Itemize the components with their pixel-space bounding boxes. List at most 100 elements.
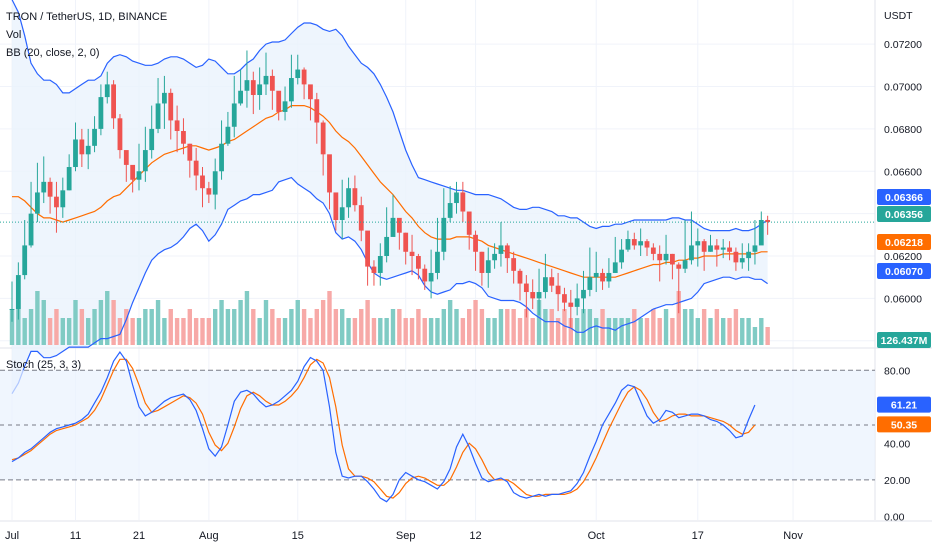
candle-body[interactable] xyxy=(308,84,313,100)
candle-body[interactable] xyxy=(746,251,751,259)
candle-body[interactable] xyxy=(492,253,497,261)
candle-body[interactable] xyxy=(638,241,644,246)
candle-body[interactable] xyxy=(155,103,161,129)
candle-body[interactable] xyxy=(682,260,688,269)
candle-body[interactable] xyxy=(28,213,34,246)
candle-body[interactable] xyxy=(650,247,656,254)
candle-body[interactable] xyxy=(66,167,72,191)
candle-body[interactable] xyxy=(85,145,91,155)
candle-body[interactable] xyxy=(752,245,758,252)
candle-body[interactable] xyxy=(174,120,180,132)
candle-body[interactable] xyxy=(587,277,593,290)
candle-body[interactable] xyxy=(263,75,269,85)
candle-body[interactable] xyxy=(104,84,110,98)
candle-body[interactable] xyxy=(206,188,212,195)
candle-body[interactable] xyxy=(250,80,256,95)
candle-body[interactable] xyxy=(422,268,428,282)
candle-body[interactable] xyxy=(117,118,123,151)
candle-body[interactable] xyxy=(555,285,561,295)
candle-body[interactable] xyxy=(689,245,694,261)
candle-body[interactable] xyxy=(670,253,675,265)
candle-body[interactable] xyxy=(123,150,129,165)
candle-body[interactable] xyxy=(631,239,637,246)
candle-body[interactable] xyxy=(416,256,421,269)
candle-body[interactable] xyxy=(181,131,186,144)
candle-body[interactable] xyxy=(543,277,548,293)
candle-body[interactable] xyxy=(295,69,301,79)
candle-body[interactable] xyxy=(701,241,707,252)
candle-body[interactable] xyxy=(473,234,478,252)
candle-body[interactable] xyxy=(441,217,447,252)
candle-body[interactable] xyxy=(435,251,440,273)
candle-body[interactable] xyxy=(47,181,53,197)
candle-body[interactable] xyxy=(98,97,104,129)
candle-body[interactable] xyxy=(593,272,599,278)
candle-body[interactable] xyxy=(79,139,85,155)
candle-body[interactable] xyxy=(536,292,542,299)
candle-body[interactable] xyxy=(581,289,586,299)
candle-body[interactable] xyxy=(657,253,663,261)
candle-body[interactable] xyxy=(9,308,15,310)
candle-body[interactable] xyxy=(384,236,390,257)
candle-body[interactable] xyxy=(301,69,307,85)
candle-body[interactable] xyxy=(758,219,764,246)
legend-stoch[interactable]: Stoch (25, 3, 3) xyxy=(6,359,81,371)
candle-body[interactable] xyxy=(193,160,199,176)
legend-bb[interactable]: BB (20, close, 2, 0) xyxy=(6,47,100,59)
candle-body[interactable] xyxy=(187,143,193,161)
candle-body[interactable] xyxy=(390,217,396,237)
candle-body[interactable] xyxy=(733,251,739,263)
candle-body[interactable] xyxy=(377,256,383,273)
candle-body[interactable] xyxy=(739,258,745,263)
candle-body[interactable] xyxy=(562,294,567,303)
candle-body[interactable] xyxy=(606,272,612,282)
candle-body[interactable] xyxy=(257,84,263,95)
candle-body[interactable] xyxy=(282,101,288,112)
candle-body[interactable] xyxy=(35,192,40,214)
candle-body[interactable] xyxy=(727,247,732,252)
candle-body[interactable] xyxy=(320,122,326,155)
candle-body[interactable] xyxy=(695,241,701,246)
candle-body[interactable] xyxy=(574,298,580,307)
candle-body[interactable] xyxy=(73,139,78,168)
candle-body[interactable] xyxy=(225,126,231,144)
candle-body[interactable] xyxy=(371,266,377,273)
candle-body[interactable] xyxy=(111,84,116,119)
candle-body[interactable] xyxy=(644,241,650,248)
candle-body[interactable] xyxy=(498,245,504,254)
candle-body[interactable] xyxy=(523,283,529,293)
candle-body[interactable] xyxy=(517,270,523,284)
candle-body[interactable] xyxy=(142,150,148,172)
candle-body[interactable] xyxy=(276,90,282,112)
candle-body[interactable] xyxy=(269,75,275,91)
candle-body[interactable] xyxy=(346,188,351,208)
candle-body[interactable] xyxy=(612,262,618,273)
candle-body[interactable] xyxy=(765,219,771,223)
candle-body[interactable] xyxy=(162,92,167,104)
candle-body[interactable] xyxy=(485,260,491,273)
candle-body[interactable] xyxy=(314,99,320,123)
candle-body[interactable] xyxy=(365,230,370,267)
candle-body[interactable] xyxy=(447,203,453,218)
candle-body[interactable] xyxy=(41,181,47,193)
candle-body[interactable] xyxy=(549,277,555,286)
legend-symbol[interactable]: TRON / TetherUS, 1D, BINANCE xyxy=(6,11,167,23)
candle-body[interactable] xyxy=(396,217,402,233)
candle-body[interactable] xyxy=(136,171,142,180)
candle-body[interactable] xyxy=(460,192,466,212)
candle-body[interactable] xyxy=(714,245,720,250)
candle-body[interactable] xyxy=(60,190,66,208)
candle-body[interactable] xyxy=(168,92,174,121)
candle-body[interactable] xyxy=(212,171,218,195)
candle-body[interactable] xyxy=(625,239,631,250)
candle-body[interactable] xyxy=(333,192,339,220)
candles[interactable] xyxy=(9,50,771,329)
candle-body[interactable] xyxy=(568,302,574,307)
candle-body[interactable] xyxy=(479,251,485,273)
candle-body[interactable] xyxy=(530,292,536,299)
legend-vol[interactable]: Vol xyxy=(6,29,21,41)
candle-body[interactable] xyxy=(663,253,669,261)
candle-body[interactable] xyxy=(403,232,409,252)
